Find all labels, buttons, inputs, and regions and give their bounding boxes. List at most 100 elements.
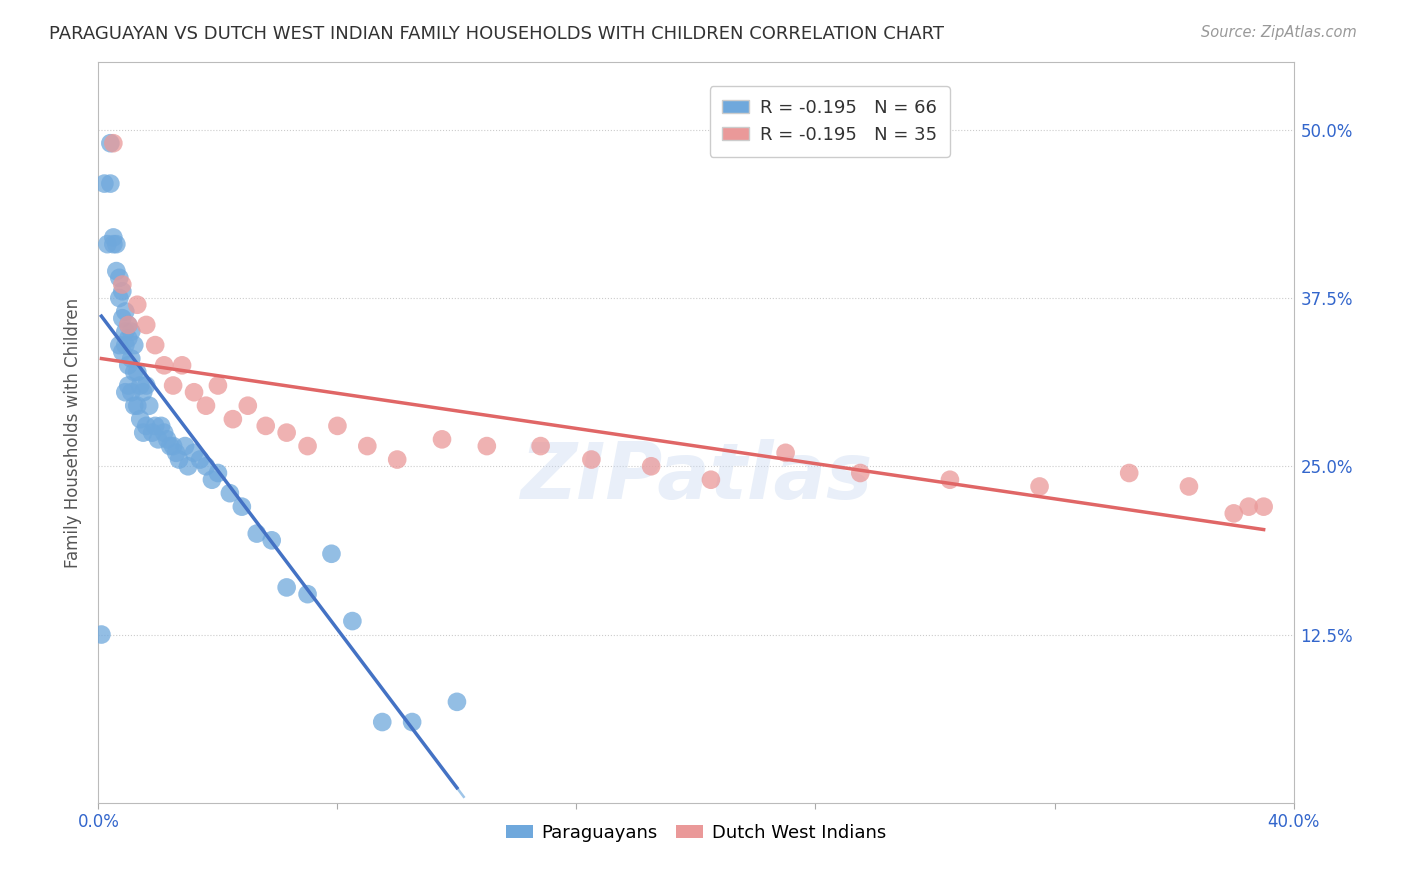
- Point: [127, 298, 149, 312]
- Point: [165, 446, 187, 460]
- Point: [108, 270, 131, 285]
- Text: PARAGUAYAN VS DUTCH WEST INDIAN FAMILY HOUSEHOLDS WITH CHILDREN CORRELATION CHAR: PARAGUAYAN VS DUTCH WEST INDIAN FAMILY H…: [49, 25, 945, 43]
- Text: Source: ZipAtlas.com: Source: ZipAtlas.com: [1201, 25, 1357, 40]
- Point: [105, 237, 128, 252]
- Point: [135, 318, 157, 332]
- Point: [700, 473, 723, 487]
- Point: [132, 385, 155, 400]
- Point: [132, 425, 155, 440]
- Point: [177, 459, 200, 474]
- Point: [246, 526, 269, 541]
- Point: [148, 433, 170, 447]
- Point: [172, 359, 194, 373]
- Point: [183, 446, 205, 460]
- Point: [120, 351, 142, 366]
- Point: [371, 714, 394, 729]
- Point: [117, 378, 139, 392]
- Point: [120, 385, 142, 400]
- Legend: Paraguayans, Dutch West Indians: Paraguayans, Dutch West Indians: [498, 817, 894, 849]
- Point: [640, 459, 662, 474]
- Y-axis label: Family Households with Children: Family Households with Children: [65, 298, 83, 567]
- Point: [167, 452, 190, 467]
- Point: [195, 399, 218, 413]
- Point: [446, 695, 468, 709]
- Point: [150, 418, 173, 433]
- Point: [135, 418, 157, 433]
- Point: [90, 627, 112, 641]
- Point: [1118, 466, 1140, 480]
- Point: [111, 285, 134, 299]
- Point: [475, 439, 498, 453]
- Point: [162, 439, 184, 453]
- Point: [156, 433, 179, 447]
- Point: [111, 277, 134, 292]
- Point: [1028, 479, 1050, 493]
- Point: [103, 136, 125, 151]
- Point: [96, 237, 118, 252]
- Point: [98, 136, 122, 151]
- Point: [153, 425, 176, 440]
- Point: [159, 439, 181, 453]
- Point: [1237, 500, 1260, 514]
- Point: [117, 318, 139, 332]
- Point: [201, 473, 224, 487]
- Point: [385, 452, 409, 467]
- Point: [276, 425, 298, 440]
- Point: [108, 291, 131, 305]
- Point: [231, 500, 253, 514]
- Point: [138, 399, 160, 413]
- Point: [135, 378, 157, 392]
- Point: [276, 581, 298, 595]
- Point: [581, 452, 603, 467]
- Point: [141, 425, 163, 440]
- Point: [114, 338, 136, 352]
- Point: [174, 439, 197, 453]
- Point: [162, 378, 184, 392]
- Point: [124, 399, 146, 413]
- Point: [117, 331, 139, 345]
- Point: [129, 412, 152, 426]
- Point: [219, 486, 242, 500]
- Point: [260, 533, 283, 548]
- Point: [117, 318, 139, 332]
- Point: [356, 439, 378, 453]
- Text: ZIPatlas: ZIPatlas: [520, 439, 872, 515]
- Point: [114, 325, 136, 339]
- Point: [297, 439, 319, 453]
- Point: [1253, 500, 1275, 514]
- Point: [124, 365, 146, 379]
- Point: [143, 338, 166, 352]
- Point: [127, 365, 149, 379]
- Point: [103, 230, 125, 244]
- Point: [775, 446, 797, 460]
- Point: [93, 177, 115, 191]
- Point: [342, 614, 364, 628]
- Point: [236, 399, 259, 413]
- Point: [98, 177, 122, 191]
- Point: [183, 385, 205, 400]
- Point: [143, 418, 166, 433]
- Point: [1178, 479, 1201, 493]
- Point: [530, 439, 553, 453]
- Point: [103, 237, 125, 252]
- Point: [939, 473, 962, 487]
- Point: [297, 587, 319, 601]
- Point: [222, 412, 245, 426]
- Point: [153, 359, 176, 373]
- Point: [195, 459, 218, 474]
- Point: [321, 547, 343, 561]
- Point: [105, 264, 128, 278]
- Point: [254, 418, 277, 433]
- Point: [114, 385, 136, 400]
- Point: [129, 378, 152, 392]
- Point: [114, 304, 136, 318]
- Point: [401, 714, 423, 729]
- Point: [111, 344, 134, 359]
- Point: [120, 325, 142, 339]
- Point: [117, 359, 139, 373]
- Point: [326, 418, 349, 433]
- Point: [188, 452, 211, 467]
- Point: [111, 311, 134, 326]
- Point: [207, 378, 229, 392]
- Point: [127, 399, 149, 413]
